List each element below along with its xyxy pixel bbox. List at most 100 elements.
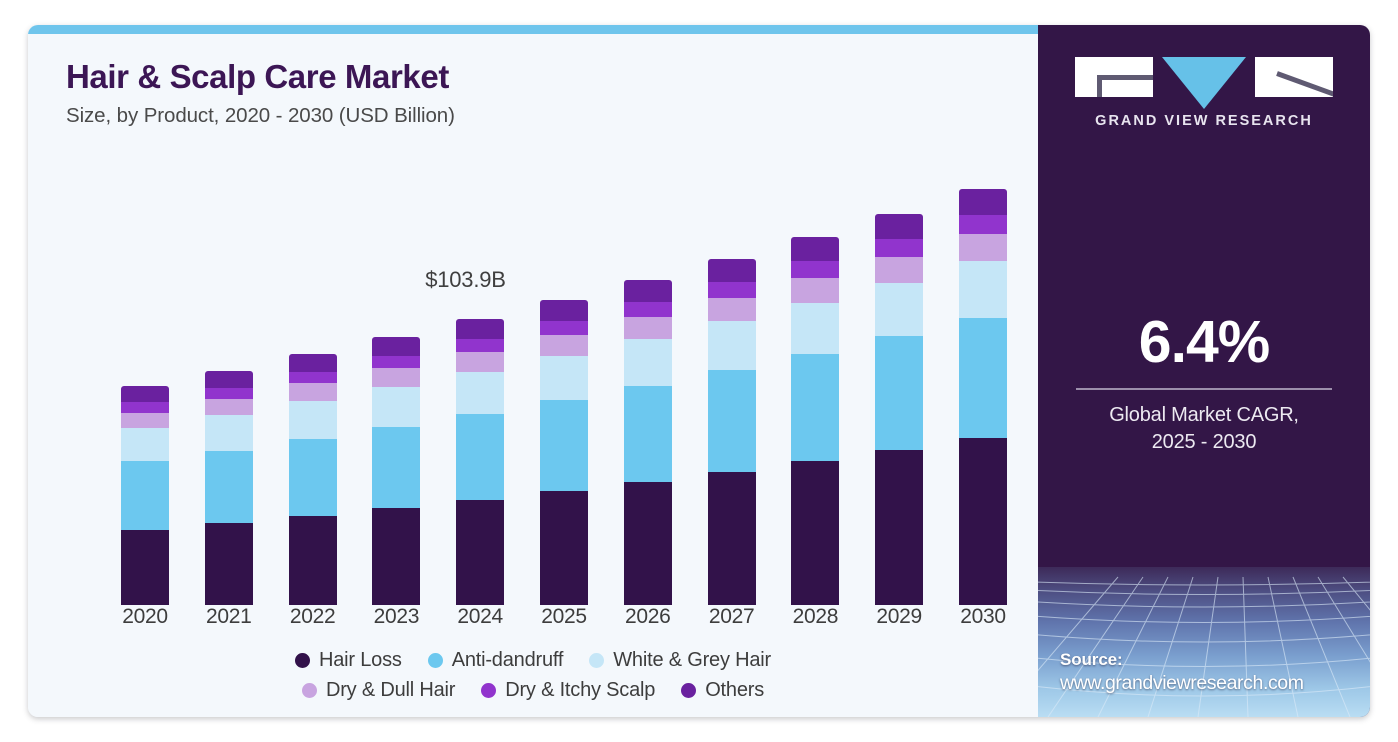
bar-segment-white-grey-hair [791, 303, 840, 354]
stacked-bar-2030[interactable] [959, 189, 1007, 605]
bar-segment-anti-dandruff [959, 318, 1007, 438]
bar-segment-white-grey-hair [875, 283, 924, 336]
legend-swatch-icon [295, 653, 310, 668]
bar-segment-dry-itchy-scalp [204, 388, 253, 399]
value-label-2024: $103.9B [425, 267, 506, 292]
source-url[interactable]: www.grandviewresearch.com [1060, 672, 1304, 694]
bar-segment-dry-dull-hair [791, 278, 840, 303]
bar-segment-dry-itchy-scalp [372, 356, 421, 368]
bar-segment-anti-dandruff [540, 400, 588, 491]
stacked-bar-2020[interactable] [121, 386, 169, 605]
bar-segment-others [623, 280, 672, 302]
bar-segment-anti-dandruff [875, 336, 924, 450]
bar-segment-others [540, 300, 588, 321]
bar-segment-hair-loss [875, 450, 924, 605]
x-tick-2022: 2022 [289, 605, 336, 628]
bar-segment-dry-itchy-scalp [540, 321, 588, 335]
bar-segment-dry-itchy-scalp [959, 215, 1007, 234]
bar-segment-hair-loss [121, 530, 169, 605]
brand-panel: GRAND VIEW RESEARCH 6.4% Global Market C… [1038, 25, 1370, 717]
bar-segment-anti-dandruff [707, 370, 756, 472]
bar-segment-hair-loss [959, 438, 1007, 605]
legend-row-1: Hair Loss Anti-dandruff White & Grey Hair [28, 649, 1038, 672]
stacked-bar-2023[interactable] [372, 337, 421, 605]
bar-segment-others [959, 189, 1007, 215]
stacked-bar-2025[interactable] [540, 300, 588, 605]
x-tick-2023: 2023 [373, 605, 420, 628]
x-tick-2029: 2029 [876, 605, 922, 628]
bar-segment-hair-loss [288, 516, 337, 605]
cagr-caption-line1: Global Market CAGR, [1109, 404, 1299, 426]
stacked-bar-2024[interactable] [456, 319, 505, 605]
bar-segment-hair-loss [623, 482, 672, 605]
brand-logo: GRAND VIEW RESEARCH [1075, 57, 1333, 129]
bar-segment-others [456, 319, 505, 339]
stacked-bar-2028[interactable] [791, 237, 840, 605]
legend-label: White & Grey Hair [613, 649, 771, 671]
cagr-divider [1076, 388, 1332, 390]
bar-segment-hair-loss [456, 500, 505, 605]
bar-segment-white-grey-hair [623, 339, 672, 386]
source-block: Source: www.grandviewresearch.com [1060, 650, 1304, 695]
cagr-block: 6.4% Global Market CAGR, 2025 - 2030 [1070, 313, 1338, 456]
page-subtitle: Size, by Product, 2020 - 2030 (USD Billi… [66, 103, 455, 127]
bar-segment-others [288, 354, 337, 372]
bar-segment-dry-dull-hair [540, 335, 588, 356]
bar-segment-white-grey-hair [707, 321, 756, 370]
x-tick-2024: 2024 [457, 605, 503, 628]
x-tick-2027: 2027 [708, 605, 755, 628]
bar-segment-hair-loss [204, 523, 253, 605]
legend-label: Others [705, 679, 765, 701]
bar-segment-hair-loss [707, 472, 756, 605]
top-accent-bar [28, 25, 1038, 34]
bar-segment-anti-dandruff [288, 439, 337, 516]
bar-segment-others [875, 214, 924, 239]
bar-segment-hair-loss [372, 508, 421, 605]
bar-segment-white-grey-hair [288, 401, 337, 439]
infographic-card: Hair & Scalp Care Market Size, by Produc… [28, 25, 1370, 717]
bar-segment-dry-itchy-scalp [623, 302, 672, 317]
bar-segment-anti-dandruff [623, 386, 672, 482]
stacked-bar-2026[interactable] [623, 280, 672, 605]
legend-swatch-icon [427, 653, 443, 668]
legend-item-others[interactable]: Others [681, 679, 764, 702]
chart-legend: Hair Loss Anti-dandruff White & Grey Hair D… [28, 649, 1038, 709]
bar-segment-anti-dandruff [791, 354, 840, 461]
bar-segment-anti-dandruff [372, 427, 421, 508]
legend-label: Anti-dandruff [451, 649, 564, 671]
bar-segment-dry-dull-hair [456, 352, 505, 372]
bar-segment-dry-itchy-scalp [707, 282, 756, 298]
legend-item-white-grey-hair[interactable]: White & Grey Hair [589, 649, 771, 672]
grid-lines-icon [1038, 576, 1370, 717]
x-tick-2030: 2030 [960, 605, 1006, 628]
bar-segment-white-grey-hair [204, 415, 253, 451]
stacked-bar-2029[interactable] [875, 214, 924, 605]
x-tick-2021: 2021 [206, 605, 252, 628]
legend-item-hair-loss[interactable]: Hair Loss [295, 649, 402, 672]
bar-segment-others [791, 237, 840, 261]
source-title: Source: [1060, 650, 1123, 669]
legend-item-dry-itchy-scalp[interactable]: Dry & Itchy Scalp [481, 679, 655, 702]
legend-row-2: Dry & Dull Hair Dry & Itchy Scalp Others [28, 679, 1038, 702]
logo-v-triangle-icon [1162, 57, 1246, 109]
legend-item-dry-dull-hair[interactable]: Dry & Dull Hair [301, 679, 455, 702]
legend-item-anti-dandruff[interactable]: Anti-dandruff [427, 649, 564, 672]
bar-segment-white-grey-hair [540, 356, 588, 400]
bar-segment-others [372, 337, 421, 356]
bar-segment-hair-loss [540, 491, 588, 605]
x-tick-2028: 2028 [792, 605, 839, 628]
logo-g-icon [1075, 57, 1153, 97]
cagr-caption-line2: 2025 - 2030 [1151, 431, 1257, 454]
bar-segment-dry-dull-hair [121, 413, 169, 428]
stacked-bar-2022[interactable] [288, 354, 337, 605]
x-axis-tick-labels: 2020 2021 2022 2023 2024 2025 2026 2027 2028 2029… [28, 605, 1038, 641]
perspective-grid-graphic: Source: www.grandviewresearch.com [1038, 567, 1370, 717]
stacked-bar-2027[interactable] [707, 259, 756, 605]
bar-segment-dry-dull-hair [875, 257, 924, 283]
bar-segment-dry-itchy-scalp [875, 239, 924, 257]
x-tick-2025: 2025 [541, 605, 587, 628]
legend-swatch-icon [481, 683, 497, 698]
stacked-bar-2021[interactable] [204, 371, 253, 605]
logo-r-icon [1255, 57, 1333, 97]
bar-segment-dry-itchy-scalp [456, 339, 505, 352]
